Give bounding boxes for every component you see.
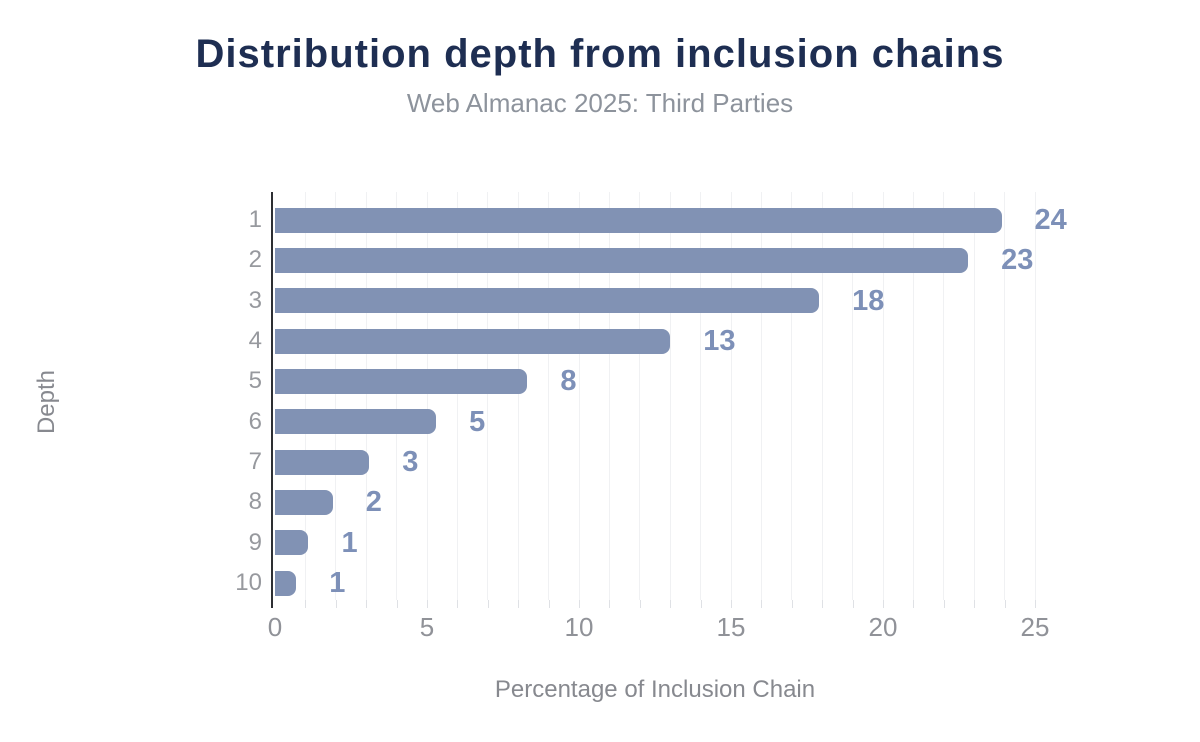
gridline [548,192,550,600]
category-label-depth-7: 7 [248,448,262,476]
gridline [852,192,854,600]
category-label-depth-6: 6 [248,407,262,435]
gridline [1004,192,1006,600]
bar-value-label: 2 [365,486,382,519]
category-label-depth-9: 9 [248,528,262,556]
x-axis-minor-tick [913,600,915,608]
gridline [426,192,428,600]
bar-depth-7 [275,449,370,475]
gridline [882,192,884,600]
x-axis-minor-tick [1035,600,1036,608]
category-label-depth-3: 3 [248,286,262,314]
gridline [639,192,641,600]
x-axis-minor-tick [761,600,763,608]
gridline [1034,192,1036,600]
bar-depth-6 [275,409,437,435]
category-label-depth-4: 4 [248,327,262,355]
gridline [760,192,762,600]
plot-area: 24 23 18 13 8 5 3 2 1 1 [275,192,1067,600]
x-tick-label-10: 10 [564,612,594,642]
gridline [335,192,337,600]
gridline [365,192,367,600]
gridline [487,192,489,600]
x-axis-minor-tick [883,600,884,608]
x-tick-label-25: 25 [1020,612,1050,642]
bar-value-label: 8 [560,365,577,398]
bar-depth-2 [275,247,969,273]
x-tick-label-20: 20 [868,612,898,642]
category-label-depth-5: 5 [248,367,262,395]
x-axis-minor-tick [335,600,337,608]
x-axis-minor-tick [518,600,520,608]
bar-value-label: 1 [329,567,346,600]
gridline [669,192,671,600]
gridline [943,192,945,600]
x-axis-title: Percentage of Inclusion Chain [494,676,816,703]
x-tick-label-0: 0 [267,612,283,642]
gridline [608,192,610,600]
gridline [396,192,398,600]
bar-value-label: 3 [402,446,419,479]
x-tick-label-15: 15 [716,612,746,642]
gridline [304,192,306,600]
chart-title: Distribution depth from inclusion chains [195,32,1005,76]
gridline [517,192,519,600]
x-axis-minor-tick [609,600,611,608]
bar-depth-1 [275,207,1002,233]
gridline [456,192,458,600]
bar-value-label: 18 [852,284,885,317]
category-label-depth-1: 1 [248,206,262,233]
x-axis-minor-tick [974,600,976,608]
x-axis-minor-tick [548,600,550,608]
bar-value-label: 24 [1034,204,1067,236]
bar-value-label: 23 [1001,244,1034,277]
x-axis-minor-tick [791,600,793,608]
bar-depth-4 [275,328,671,354]
category-label-depth-2: 2 [248,246,262,274]
y-axis-line [271,192,273,608]
x-axis-minor-tick [700,600,702,608]
gridline [791,192,793,600]
x-axis-minor-tick [731,600,732,608]
gridline [821,192,823,600]
bar-depth-8 [275,489,333,515]
x-axis-minor-tick [822,600,824,608]
x-axis-minor-tick [852,600,854,608]
bar-depth-3 [275,288,820,314]
x-axis-minor-tick [305,600,307,608]
bar-depth-9 [275,530,309,556]
bar-depth-10 [275,570,297,596]
gridline [578,192,580,600]
x-axis-minor-tick [579,600,580,608]
x-axis-minor-tick [670,600,672,608]
bar-value-label: 13 [703,325,736,358]
x-axis-minor-tick [943,600,945,608]
bar-value-label: 1 [341,526,358,559]
x-tick-label-5: 5 [419,612,435,642]
y-axis-title: Depth [33,369,60,435]
gridline [730,192,732,600]
gridline [700,192,702,600]
x-axis-minor-tick [396,600,398,608]
x-axis-minor-tick [487,600,489,608]
category-label-depth-10: 10 [235,569,262,597]
gridline [912,192,914,600]
x-axis-minor-tick [457,600,459,608]
x-axis-minor-tick [427,600,428,608]
x-axis-minor-tick [639,600,641,608]
bar-depth-5 [275,368,528,394]
bar-value-label: 5 [469,405,486,438]
x-axis-minor-tick [1004,600,1006,608]
category-label-depth-8: 8 [248,488,262,516]
gridline [973,192,975,600]
x-axis-minor-tick [366,600,368,608]
chart-subtitle: Web Almanac 2025: Third Parties [406,88,794,118]
